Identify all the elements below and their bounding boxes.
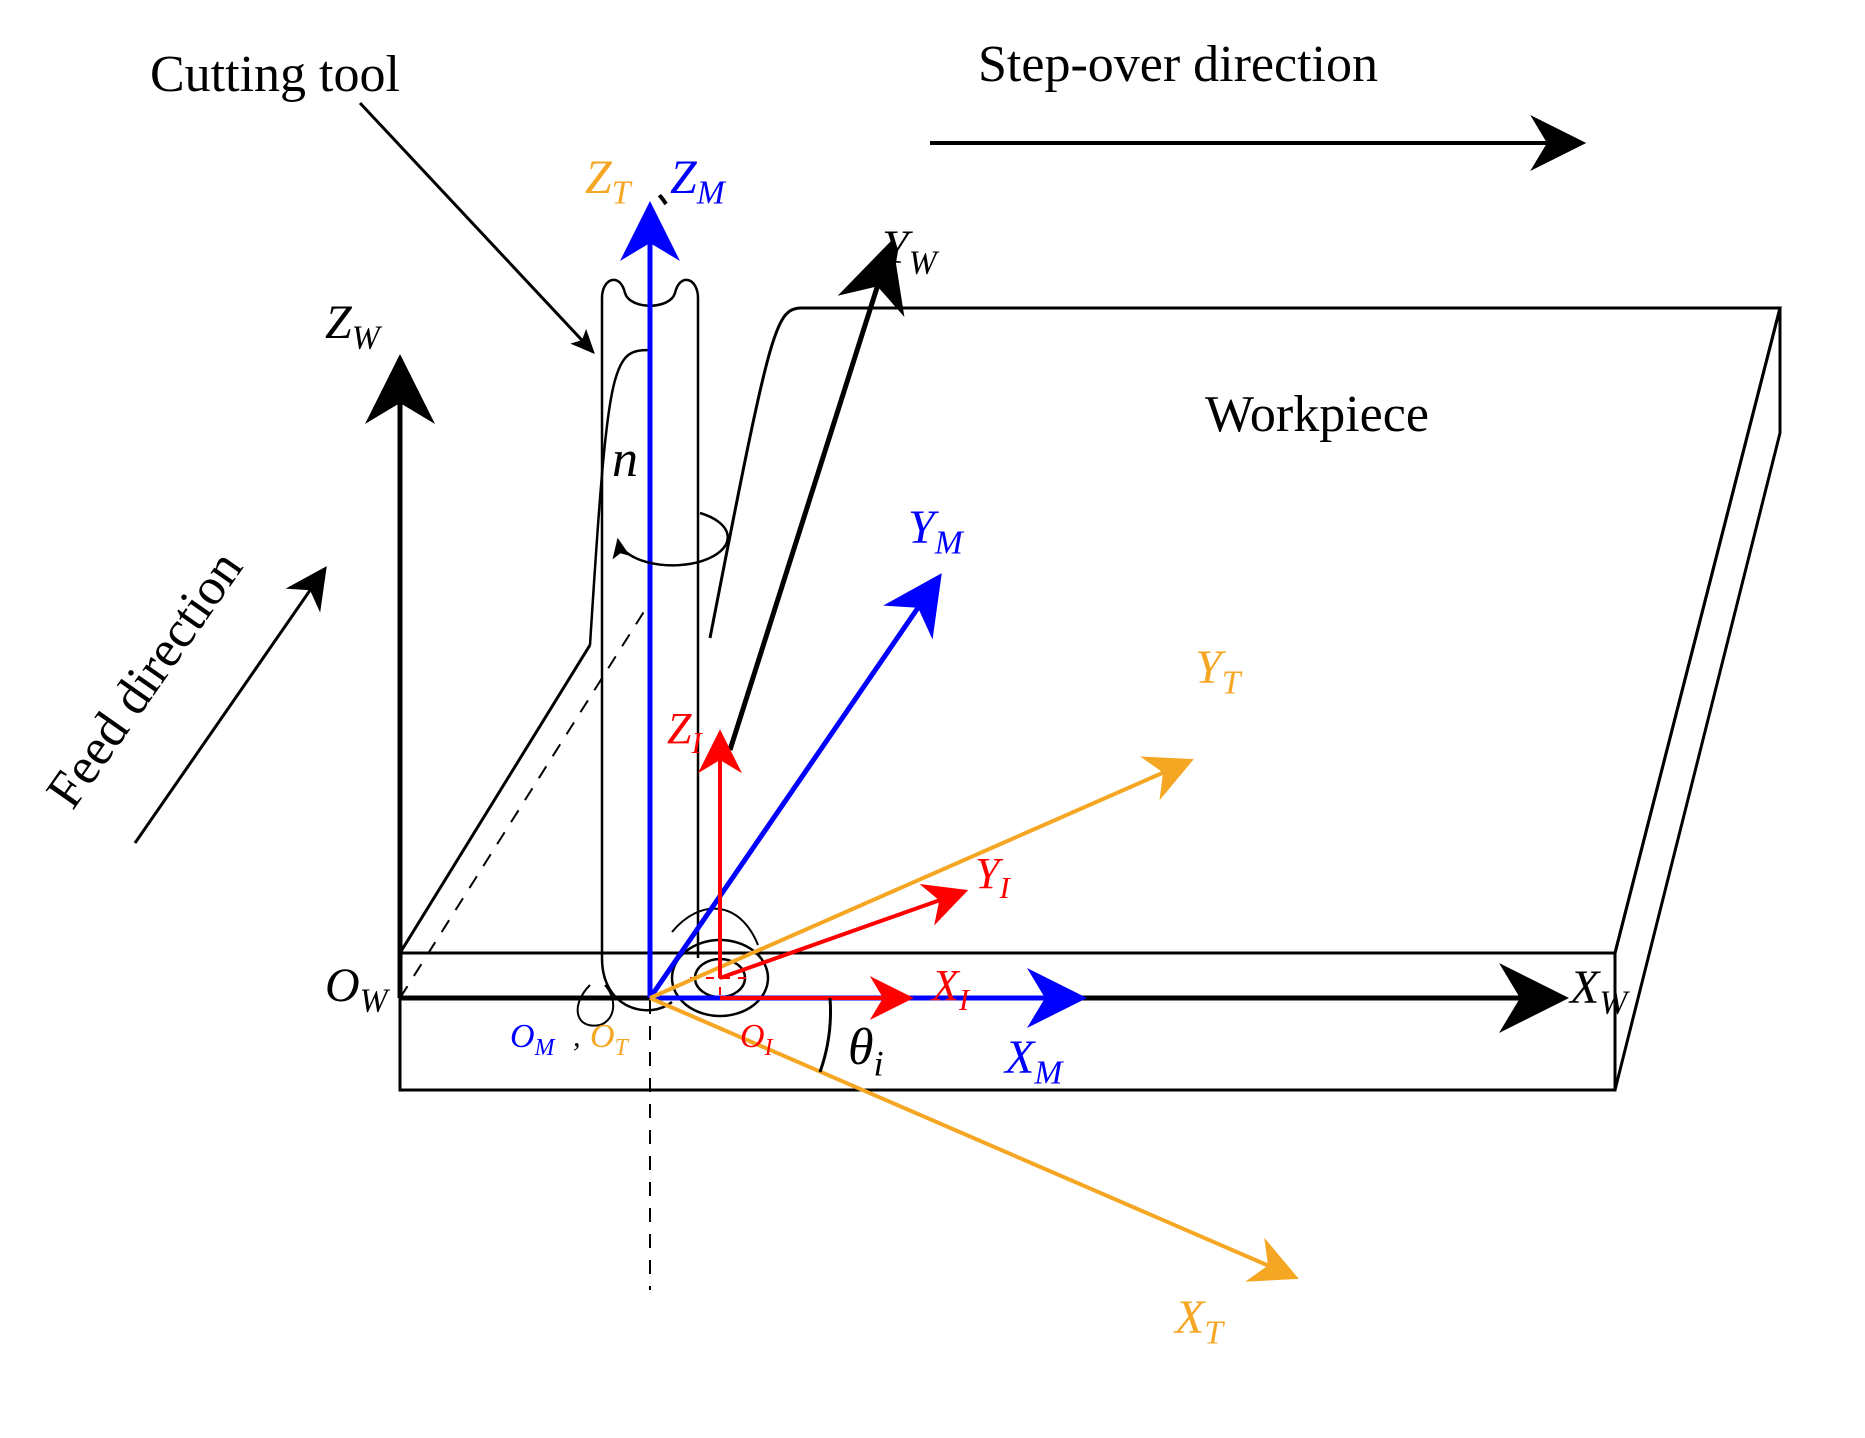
ow-label: OW [325, 958, 388, 1021]
zt-label: ZT [585, 150, 630, 213]
yw-dashed-segment [400, 610, 645, 998]
rotation-arc [618, 513, 728, 565]
yi-label: YI [975, 848, 1010, 906]
instantaneous-axes [720, 738, 960, 998]
zw-label: ZW [325, 295, 380, 358]
ym-label: YM [908, 500, 963, 563]
xm-label: XM [1005, 1030, 1062, 1093]
step-over-label: Step-over direction [978, 35, 1378, 94]
rotation-label: n [612, 430, 638, 489]
theta-arc [820, 998, 831, 1072]
om-label: OM [510, 1018, 554, 1062]
yw-label: YW [882, 220, 937, 283]
xi-label: XI [932, 960, 969, 1018]
diagram-svg [0, 0, 1865, 1438]
yt-label: YT [1195, 640, 1240, 703]
zt-zm-separator: 、 [654, 157, 694, 215]
ot-label: OT [590, 1018, 628, 1062]
oi-label: OI [740, 1018, 773, 1062]
yw-axis [730, 253, 888, 750]
cutting-tool-pointer [360, 103, 593, 352]
xt-label: XT [1175, 1290, 1223, 1353]
xw-label: XW [1570, 960, 1627, 1023]
cutting-tool-label: Cutting tool [150, 45, 400, 104]
om-ot-separator: , [573, 1020, 581, 1054]
yi-axis [720, 893, 960, 978]
zi-label: ZI [667, 703, 702, 761]
theta-label: θi [848, 1018, 884, 1084]
workpiece-label: Workpiece [1205, 385, 1429, 444]
cutting-tool-shape [578, 280, 768, 1026]
diagram-container: Cutting tool Step-over direction Feed di… [0, 0, 1865, 1438]
